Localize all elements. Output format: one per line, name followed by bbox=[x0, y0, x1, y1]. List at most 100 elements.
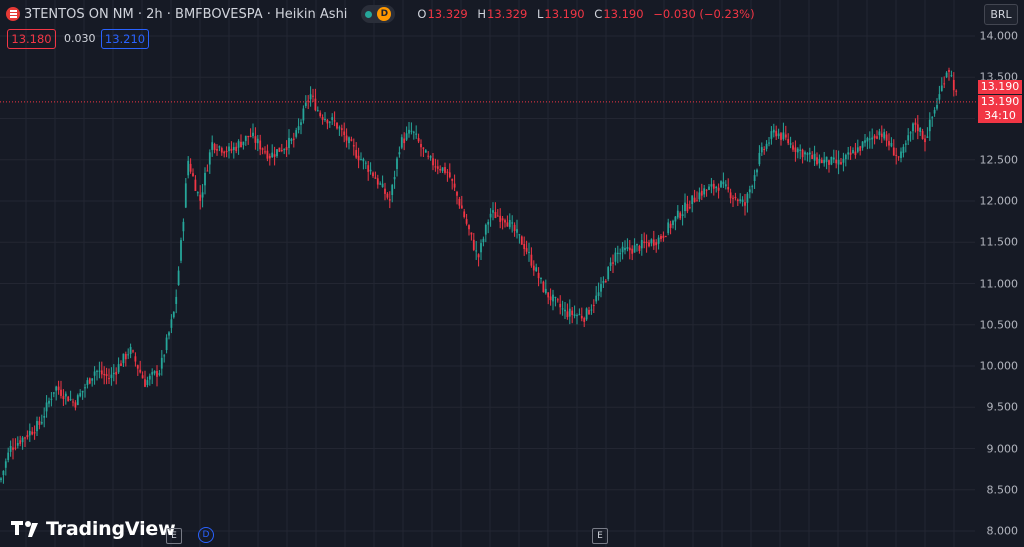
candle-body bbox=[909, 132, 912, 134]
candle-body bbox=[213, 143, 216, 151]
candle-body bbox=[628, 247, 631, 251]
candle-body bbox=[112, 372, 115, 375]
candle-body bbox=[232, 147, 235, 151]
candle-body bbox=[314, 98, 317, 111]
candle-body bbox=[652, 239, 655, 246]
candle-body bbox=[338, 127, 341, 129]
candle-body bbox=[357, 155, 360, 161]
candle-body bbox=[902, 146, 905, 153]
candle-body bbox=[669, 223, 672, 228]
currency-selector[interactable]: BRL bbox=[984, 4, 1018, 25]
candle-body bbox=[847, 152, 850, 155]
candle-body bbox=[14, 447, 17, 449]
candle-body bbox=[828, 160, 830, 165]
candle-body bbox=[792, 145, 794, 150]
candle-body bbox=[374, 177, 377, 179]
candle-body bbox=[235, 146, 238, 151]
candle-body bbox=[914, 122, 917, 125]
candle-body bbox=[888, 141, 890, 146]
candle-body bbox=[919, 128, 922, 132]
candle-body bbox=[633, 245, 636, 253]
candle-body bbox=[180, 240, 182, 261]
market-status[interactable]: D bbox=[361, 5, 396, 23]
candle-body bbox=[79, 393, 82, 397]
candle-body bbox=[928, 119, 931, 132]
candle-body bbox=[804, 152, 806, 155]
candle-body bbox=[876, 136, 878, 139]
candle-body bbox=[801, 149, 804, 158]
candle-body bbox=[400, 137, 403, 148]
candle-body bbox=[88, 378, 91, 384]
candle-body bbox=[604, 280, 607, 283]
candle-body bbox=[525, 248, 528, 252]
candle-body bbox=[256, 138, 259, 144]
candle-body bbox=[300, 122, 302, 125]
symbol-title[interactable]: 3TENTOS ON NM · 2h · BMFBOVESPA · Heikin… bbox=[24, 6, 348, 22]
delayed-data-badge[interactable]: D bbox=[377, 7, 392, 21]
candle-body bbox=[266, 150, 269, 159]
candle-body bbox=[21, 437, 24, 443]
candle-body bbox=[830, 157, 833, 165]
candle-body bbox=[782, 132, 785, 140]
candle-body bbox=[871, 137, 874, 140]
candle-body bbox=[549, 296, 552, 301]
candle-body bbox=[823, 159, 826, 164]
candle-body bbox=[369, 169, 372, 172]
candle-body bbox=[127, 354, 130, 356]
candle-body bbox=[621, 246, 624, 253]
earnings-marker-2[interactable]: E bbox=[592, 528, 608, 544]
candle-body bbox=[943, 83, 946, 85]
candle-body bbox=[439, 169, 442, 171]
spread-value: 0.030 bbox=[64, 31, 96, 45]
candle-body bbox=[76, 395, 79, 406]
candle-body bbox=[31, 431, 34, 435]
price-axis-label: 9.500 bbox=[986, 400, 1019, 414]
candle-body bbox=[228, 146, 230, 152]
candle-body bbox=[487, 221, 490, 225]
candle-body bbox=[590, 309, 593, 311]
candle-body bbox=[916, 124, 919, 132]
candle-body bbox=[573, 314, 576, 316]
candle-body bbox=[117, 364, 120, 373]
earnings-marker[interactable]: E bbox=[166, 528, 182, 544]
sell-price-button[interactable]: 13.180 bbox=[7, 29, 56, 49]
candle-body bbox=[720, 181, 722, 188]
candle-body bbox=[681, 214, 684, 216]
candle-body bbox=[667, 222, 670, 234]
candle-body bbox=[760, 147, 763, 153]
candle-body bbox=[343, 131, 346, 136]
candle-body bbox=[638, 245, 641, 252]
candle-body bbox=[326, 119, 329, 124]
tradingview-logo[interactable]: TradingView bbox=[11, 518, 176, 540]
candle-body bbox=[854, 151, 857, 156]
candle-body bbox=[386, 193, 389, 198]
candle-body bbox=[216, 149, 218, 151]
candle-body bbox=[93, 371, 96, 376]
candle-body bbox=[434, 166, 437, 168]
candle-body bbox=[175, 296, 178, 304]
candle-body bbox=[732, 197, 734, 199]
candle-body bbox=[892, 147, 895, 156]
dividend-marker[interactable]: D bbox=[198, 527, 214, 543]
candle-body bbox=[592, 305, 595, 307]
candle-body bbox=[182, 221, 185, 232]
change-value: −0.030 (−0.23%) bbox=[653, 7, 755, 21]
candle-body bbox=[650, 239, 653, 244]
candle-body bbox=[765, 143, 768, 149]
candle-body bbox=[535, 267, 538, 272]
candle-body bbox=[204, 172, 206, 186]
buy-price-button[interactable]: 13.210 bbox=[101, 29, 149, 49]
price-axis-label: 9.000 bbox=[986, 442, 1019, 455]
candle-body bbox=[614, 252, 617, 262]
open-value: 13.329 bbox=[427, 7, 468, 21]
candle-body bbox=[249, 135, 252, 137]
candle-body bbox=[355, 150, 358, 158]
candle-body bbox=[768, 142, 770, 144]
symbol-legend[interactable]: 3TENTOS ON NM · 2h · BMFBOVESPA · Heikin… bbox=[6, 5, 755, 23]
candle-body bbox=[559, 303, 562, 308]
candle-body bbox=[758, 152, 761, 165]
candle-body bbox=[506, 222, 509, 227]
candle-body bbox=[264, 151, 266, 153]
